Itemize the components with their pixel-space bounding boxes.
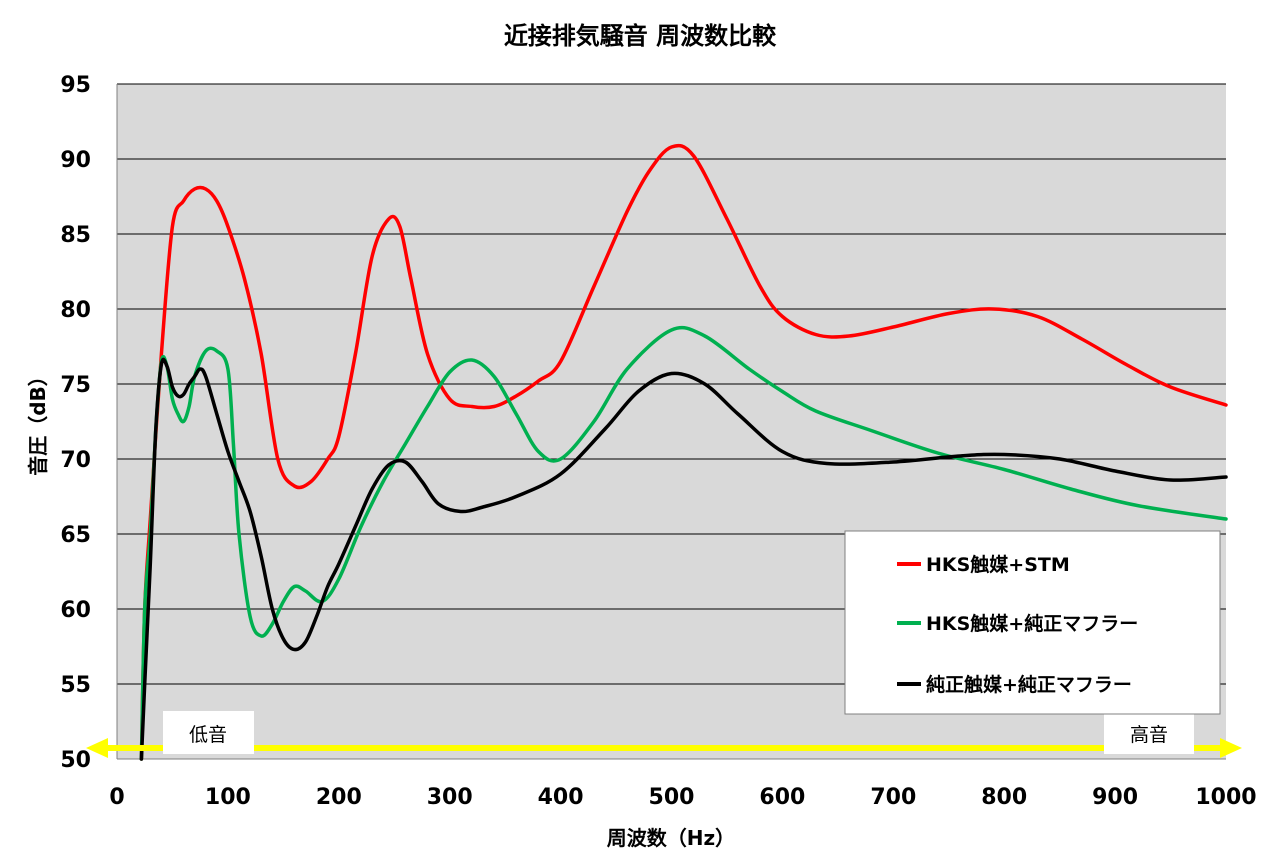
- x-tick-label-100: 100: [205, 785, 251, 810]
- x-axis-ticks: 0 100 200 300 400 500 600 700 800 900 1000: [109, 785, 1256, 810]
- y-tick-label-55: 55: [60, 673, 91, 698]
- x-tick-label-700: 700: [870, 785, 916, 810]
- high-label: 高音: [1130, 724, 1168, 746]
- x-axis-title: 周波数（Hz）: [607, 826, 735, 850]
- series-line-stock-stock: [139, 357, 1228, 761]
- x-tick-label-0: 0: [109, 785, 124, 810]
- chart-title: 近接排気騒音 周波数比較: [504, 22, 777, 50]
- series-line-hks-stm: [139, 143, 1228, 761]
- y-tick-label-75: 75: [60, 373, 91, 398]
- series-layer: [139, 143, 1228, 761]
- x-tick-label-200: 200: [316, 785, 362, 810]
- frequency-range-annotation: 低音 高音: [86, 711, 1242, 758]
- grid-lines: [117, 83, 1226, 685]
- y-axis-ticks: 50 55 60 65 70 75 80 85 90 95: [60, 73, 91, 773]
- y-tick-label-70: 70: [60, 448, 91, 473]
- y-tick-label-50: 50: [60, 748, 91, 773]
- legend-label-stock-stock: 純正触媒+純正マフラー: [926, 673, 1132, 696]
- x-tick-label-400: 400: [538, 785, 584, 810]
- x-tick-label-900: 900: [1092, 785, 1138, 810]
- y-tick-label-95: 95: [60, 73, 91, 98]
- y-tick-label-85: 85: [60, 223, 91, 248]
- y-tick-label-65: 65: [60, 523, 91, 548]
- low-label-box: [163, 711, 254, 754]
- x-tick-label-800: 800: [981, 785, 1027, 810]
- x-tick-label-500: 500: [649, 785, 695, 810]
- y-tick-label-90: 90: [60, 148, 91, 173]
- series-line-hks-stock: [139, 325, 1228, 761]
- range-arrow-left-head: [86, 738, 108, 758]
- range-arrow-right-head: [1220, 738, 1242, 758]
- y-tick-label-60: 60: [60, 598, 91, 623]
- x-tick-label-1000: 1000: [1195, 785, 1256, 810]
- x-tick-label-600: 600: [759, 785, 805, 810]
- x-tick-label-300: 300: [427, 785, 473, 810]
- high-label-box: [1104, 711, 1194, 754]
- legend: HKS触媒+STM HKS触媒+純正マフラー 純正触媒+純正マフラー: [844, 530, 1221, 715]
- y-axis-title: 音圧（dB）: [26, 366, 50, 476]
- y-tick-label-80: 80: [60, 298, 91, 323]
- legend-label-hks-stm: HKS触媒+STM: [926, 553, 1070, 576]
- legend-label-hks-stock: HKS触媒+純正マフラー: [926, 612, 1138, 635]
- low-label: 低音: [189, 724, 227, 746]
